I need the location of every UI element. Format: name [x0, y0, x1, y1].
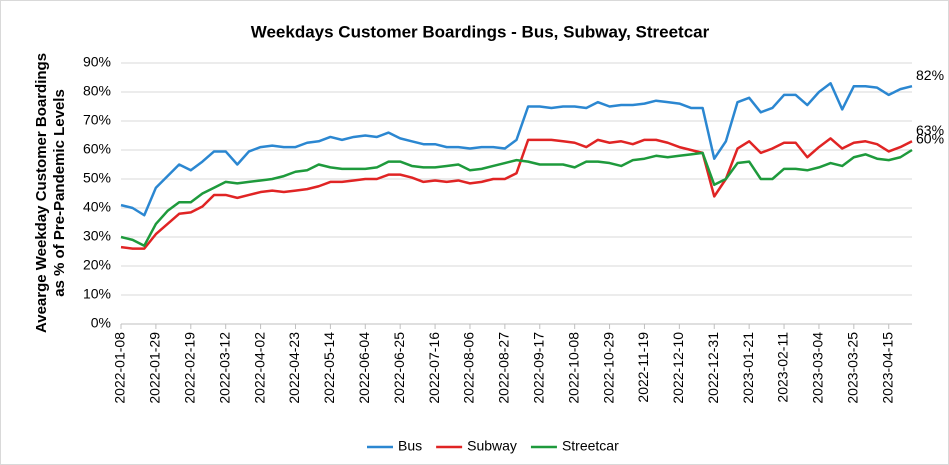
end-label: 63%	[916, 122, 944, 138]
x-tick-label: 2022-01-08	[112, 332, 128, 404]
x-tick-label: 2022-09-17	[530, 332, 546, 404]
x-tick-label: 2022-08-06	[461, 332, 477, 404]
x-tick-label: 2023-01-21	[740, 332, 756, 404]
x-tick-label: 2022-10-08	[565, 332, 581, 404]
x-tick-label: 2022-12-31	[705, 332, 721, 404]
x-tick-label: 2022-04-23	[286, 332, 302, 404]
x-tick-label: 2022-10-29	[600, 332, 616, 404]
series-line	[120, 137, 913, 250]
chart-title: Weekdays Customer Boardings - Bus, Subwa…	[251, 22, 710, 41]
y-tick-label: 30%	[83, 228, 111, 244]
x-tick-label: 2022-05-14	[321, 332, 337, 404]
y-tick-label: 90%	[83, 54, 111, 70]
x-tick-label: 2023-04-15	[879, 332, 895, 404]
x-tick-label: 2022-06-25	[391, 332, 407, 404]
y-tick-label: 60%	[83, 141, 111, 157]
x-tick-label: 2022-06-04	[356, 332, 372, 404]
series-line	[120, 82, 913, 217]
x-tick-label: 2022-11-19	[635, 332, 651, 403]
y-tick-label: 0%	[91, 315, 111, 331]
y-axis-label: Avearge Weekday Customer Boardings	[33, 53, 50, 333]
x-tick-label: 2022-08-27	[496, 332, 512, 404]
x-tick-label: 2022-01-29	[147, 332, 163, 404]
x-tick-label: 2022-04-02	[251, 332, 267, 404]
y-tick-label: 70%	[83, 112, 111, 128]
y-tick-label: 20%	[83, 257, 111, 273]
x-tick-label: 2023-02-11	[775, 332, 791, 403]
y-tick-label: 50%	[83, 170, 111, 186]
legend-label: Subway	[467, 438, 517, 454]
end-label: 60%	[916, 131, 944, 147]
x-tick-label: 2022-07-16	[426, 332, 442, 404]
y-tick-label: 80%	[83, 83, 111, 99]
series-line	[120, 148, 913, 247]
legend-label: Bus	[398, 438, 422, 454]
y-tick-label: 40%	[83, 199, 111, 215]
y-axis-label: as % of Pre-Pandemic Levels	[51, 89, 68, 297]
legend-label: Streetcar	[562, 438, 619, 454]
x-tick-label: 2023-03-04	[810, 332, 826, 404]
x-tick-label: 2022-02-19	[181, 332, 197, 404]
x-tick-label: 2022-03-12	[216, 332, 232, 404]
end-label: 82%	[916, 67, 944, 83]
y-tick-label: 10%	[83, 286, 111, 302]
x-tick-label: 2023-03-25	[845, 332, 861, 404]
x-tick-label: 2022-12-10	[670, 332, 686, 404]
